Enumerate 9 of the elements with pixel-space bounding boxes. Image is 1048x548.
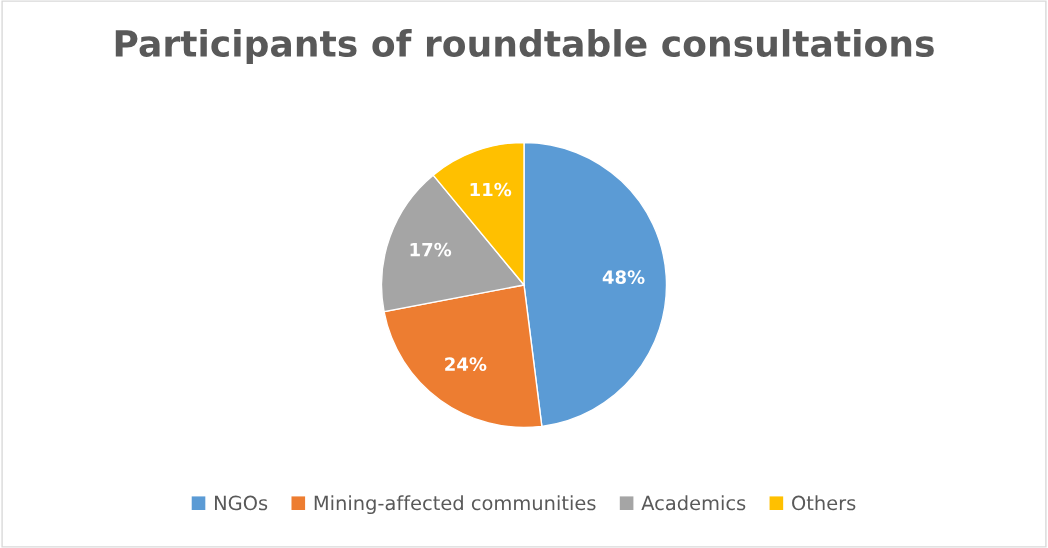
legend-label: NGOs [215,495,268,511]
legend-label: Academics [641,495,746,511]
legend-label: Mining-affected communities [314,495,596,515]
data-label: 48% [602,270,645,284]
data-label: 17% [410,242,452,257]
legend-label: Others [792,495,856,511]
data-label: 11% [470,182,512,197]
chart-title: Participants of roundtable consultations [115,29,934,65]
data-label: 24% [445,357,487,371]
